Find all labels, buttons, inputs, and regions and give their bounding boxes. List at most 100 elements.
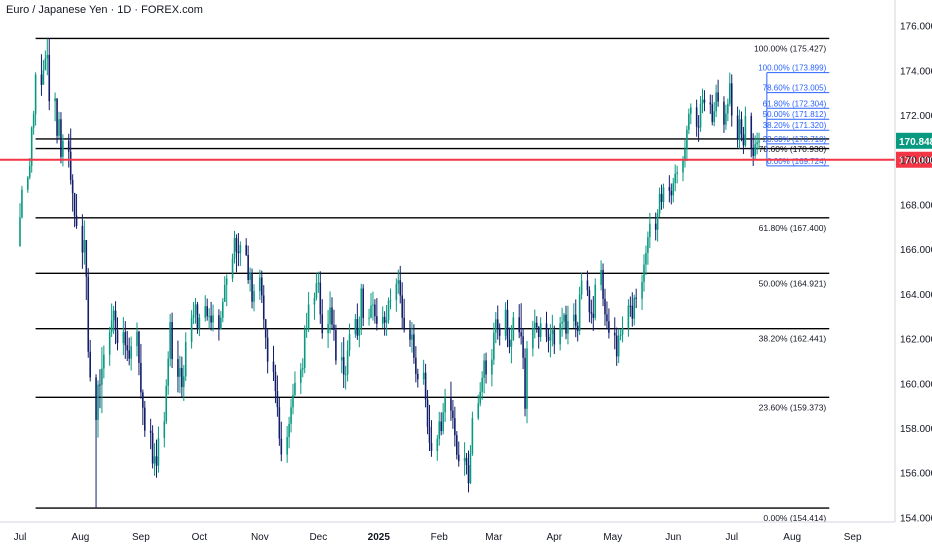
- candle-body: [266, 337, 269, 362]
- candle-body: [403, 317, 405, 330]
- price-tick-label: 170.000: [900, 156, 932, 167]
- candle-body: [317, 282, 320, 284]
- candle-body: [319, 282, 322, 315]
- candle-body: [73, 193, 76, 216]
- candle-body: [411, 334, 413, 340]
- candle-body: [28, 165, 31, 178]
- candle-body: [19, 217, 21, 247]
- candle-body: [303, 329, 306, 369]
- candle-body: [292, 394, 294, 408]
- candle-body: [730, 83, 733, 116]
- candle-body: [251, 272, 253, 302]
- candle-body: [537, 327, 540, 337]
- candle-body: [426, 399, 429, 427]
- candle-body: [190, 317, 193, 343]
- price-tick-label: 164.000: [900, 290, 932, 301]
- candle-body: [181, 368, 183, 388]
- candle-body: [457, 454, 460, 462]
- time-tick-label: Apr: [547, 532, 563, 543]
- candle-body: [27, 177, 29, 190]
- candle-body: [547, 336, 550, 341]
- candle-body: [60, 119, 62, 157]
- candle-body: [493, 332, 495, 360]
- candle-body: [399, 280, 402, 296]
- candle-body: [588, 290, 591, 313]
- time-tick-label: Mar: [485, 532, 503, 543]
- fibonacci-main[interactable]: 0.00% (154.414) 23.60% (159.373) 38.20% (1…: [35, 37, 830, 523]
- candle-body: [422, 372, 425, 380]
- fib-recent-level-label: 50.00% (171.812): [763, 110, 827, 119]
- chart-title: Euro / Japanese Yen · 1D · FOREX.com: [6, 4, 203, 16]
- candle-body: [512, 317, 515, 341]
- candle-body: [401, 295, 403, 318]
- candle-body: [397, 280, 400, 284]
- candle-body: [218, 315, 220, 329]
- candle-body: [108, 332, 111, 355]
- fib-recent-level-label: 38.20% (171.320): [763, 121, 827, 130]
- candle-body: [99, 384, 101, 386]
- candle-body: [114, 310, 117, 331]
- candle-body: [713, 111, 715, 122]
- price-tick-label: 172.000: [900, 111, 932, 122]
- candle-body: [440, 421, 442, 432]
- candle-body: [561, 321, 563, 324]
- candle-body: [485, 360, 487, 375]
- candle-body: [690, 107, 692, 114]
- candle-body: [742, 134, 745, 146]
- candle-body: [313, 297, 316, 305]
- candle-body: [563, 314, 565, 322]
- candle-body: [358, 328, 361, 336]
- candle-body: [738, 119, 741, 140]
- candle-body: [617, 336, 620, 357]
- candle-body: [235, 237, 238, 252]
- candle-body: [75, 215, 78, 226]
- candle-body: [97, 384, 99, 420]
- candlestick-series: [19, 38, 760, 509]
- candle-body: [261, 277, 263, 296]
- candle-body: [750, 115, 753, 149]
- candle-body: [385, 320, 388, 323]
- price-tick-label: 160.000: [900, 379, 932, 390]
- time-tick-label: 2025: [368, 532, 391, 543]
- candle-body: [245, 245, 247, 255]
- candle-body: [592, 313, 595, 318]
- candle-body: [272, 361, 275, 373]
- candle-body: [46, 54, 49, 59]
- fib-main-level-label: 100.00% (175.427): [754, 43, 826, 53]
- candle-body: [496, 319, 499, 329]
- candle-body: [580, 280, 583, 295]
- candle-body: [321, 314, 324, 334]
- candle-body: [729, 83, 731, 104]
- candle-body: [142, 392, 144, 408]
- candle-body: [69, 151, 72, 181]
- candle-body: [264, 319, 267, 338]
- horizontal-line-170[interactable]: 170.000: [0, 151, 932, 168]
- candle-body: [331, 307, 333, 325]
- price-axis[interactable]: 154.000 156.000 158.000 160.000 162.000 164.0…: [894, 0, 932, 524]
- candle-body: [83, 239, 86, 253]
- candle-body: [701, 99, 704, 104]
- candle-body: [522, 336, 524, 358]
- fib-recent-level-label: 61.80% (172.304): [763, 99, 827, 108]
- candle-body: [340, 357, 343, 361]
- candle-body: [56, 98, 58, 136]
- candle-body: [389, 300, 392, 302]
- candle-body: [288, 423, 290, 438]
- time-axis[interactable]: Jul Aug Sep Oct Nov Dec 2025 Feb Mar Apr May Jun Jul…: [0, 521, 895, 543]
- candle-body: [604, 298, 606, 315]
- horizontal-line-price-tag: [896, 151, 932, 168]
- candle-body: [524, 357, 526, 409]
- time-tick-label: Oct: [192, 532, 208, 543]
- fibonacci-recent[interactable]: 100.00% (173.899) 78.60% (173.005) 61.80% …: [758, 64, 830, 167]
- candle-body: [641, 282, 643, 299]
- candle-body: [635, 297, 637, 299]
- fib-main-level-label: 23.60% (159.373): [759, 402, 827, 412]
- candle-body: [101, 368, 103, 385]
- candle-body: [356, 319, 359, 336]
- candle-body: [491, 359, 493, 375]
- candle-body: [128, 350, 130, 359]
- candle-body: [348, 334, 351, 351]
- candle-body: [450, 398, 452, 411]
- candle-body: [565, 314, 567, 334]
